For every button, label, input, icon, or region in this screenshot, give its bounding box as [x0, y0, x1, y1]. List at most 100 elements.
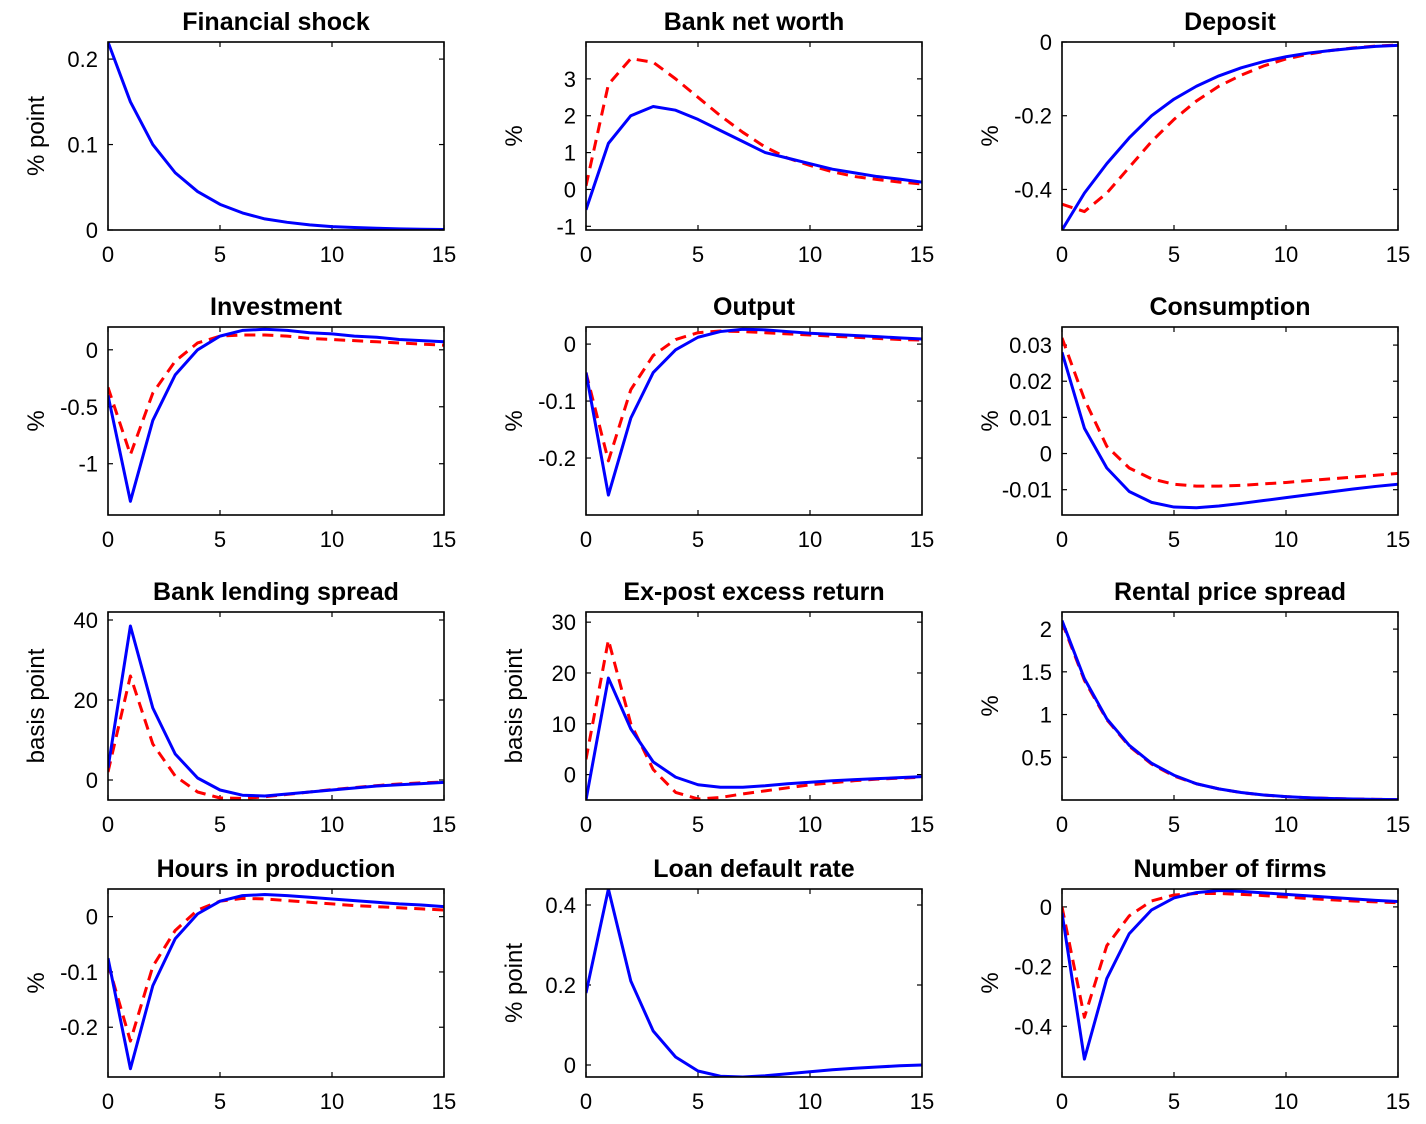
series-line-solid	[108, 624, 444, 798]
y-tick-label: 0	[564, 763, 576, 788]
y-tick-label: 20	[552, 661, 576, 686]
y-axis-label: %	[977, 125, 1004, 146]
series-line-solid	[1062, 351, 1398, 510]
x-tick-label: 0	[1056, 527, 1068, 552]
x-tick-label: 10	[798, 1089, 822, 1114]
y-tick-label: 40	[74, 608, 98, 633]
x-tick-label: 5	[214, 812, 226, 837]
x-tick-label: 5	[692, 242, 704, 267]
y-tick-label: 0.4	[545, 893, 576, 918]
y-axis-label: %	[977, 972, 1004, 993]
y-tick-label: -0.2	[1014, 955, 1052, 980]
subplot-4: Output% 0 5 10 15 -0.2 -0.1 0	[501, 293, 934, 552]
x-tick-label: 5	[214, 1089, 226, 1114]
y-tick-label: 3	[564, 67, 576, 92]
subplot-7: Ex-post excess return basis point 0 5 10 15 0 1…	[501, 578, 934, 837]
x-tick-label: 15	[910, 242, 934, 267]
y-axis-label: % point	[501, 943, 528, 1023]
x-tick-label: 0	[102, 1089, 114, 1114]
x-tick-label: 0	[580, 1089, 592, 1114]
y-tick-label: 0	[86, 768, 98, 793]
x-tick-label: 0	[580, 812, 592, 837]
x-tick-label: 15	[432, 812, 456, 837]
x-tick-label: 5	[214, 242, 226, 267]
y-tick-label: 0.01	[1009, 405, 1052, 430]
axes-box	[1061, 41, 1399, 231]
x-tick-label: 10	[320, 812, 344, 837]
x-tick-label: 0	[580, 242, 592, 267]
y-tick-label: -1	[78, 452, 98, 477]
x-tick-label: 10	[798, 242, 822, 267]
y-axis-label: %	[23, 410, 50, 431]
x-tick-label: 15	[1386, 812, 1410, 837]
x-tick-label: 15	[432, 527, 456, 552]
subplot-8: Rental price spread% 0 5 10 15 0.5 1 1.5 2	[977, 578, 1410, 837]
y-tick-label: -0.1	[538, 389, 576, 414]
subplot-6: Bank lending spread basis point 0 5 10 15 0 20 4…	[23, 578, 456, 837]
y-tick-label: 0	[564, 177, 576, 202]
series-line-dashed	[586, 329, 922, 463]
y-axis-label: %	[977, 695, 1004, 716]
x-tick-label: 0	[580, 527, 592, 552]
y-tick-label: 0.02	[1009, 369, 1052, 394]
subplot-title: Bank net worth	[664, 8, 845, 36]
y-tick-label: 0	[86, 905, 98, 930]
x-tick-label: 0	[102, 242, 114, 267]
subplot-10: Loan default rate % point 0 5 10 15 0 0.2 0.4	[501, 855, 934, 1114]
series-line-solid	[1062, 43, 1398, 230]
x-tick-label: 10	[320, 242, 344, 267]
x-tick-label: 5	[692, 812, 704, 837]
x-tick-label: 15	[910, 1089, 934, 1114]
x-tick-label: 0	[1056, 1089, 1068, 1114]
axes-box	[107, 888, 445, 1078]
x-tick-label: 10	[320, 527, 344, 552]
subplot-9: Hours in production% 0 5 10 15 -0.2 -0.1 0	[23, 855, 456, 1114]
y-axis-label: %	[977, 410, 1004, 431]
series-line-dashed	[1062, 891, 1398, 1019]
y-tick-label: -0.2	[538, 446, 576, 471]
y-tick-label: 1	[1040, 703, 1052, 728]
axes-box	[585, 888, 923, 1078]
series-line-solid	[108, 893, 444, 1071]
x-tick-label: 15	[1386, 527, 1410, 552]
series-line-solid	[586, 889, 922, 1077]
x-tick-label: 15	[432, 1089, 456, 1114]
x-tick-label: 0	[1056, 242, 1068, 267]
x-tick-label: 0	[102, 812, 114, 837]
x-tick-label: 15	[1386, 1089, 1410, 1114]
y-tick-label: 20	[74, 688, 98, 713]
y-tick-label: 2	[564, 104, 576, 129]
x-tick-label: 10	[798, 812, 822, 837]
series-line-dashed	[108, 333, 444, 457]
series-line-dashed	[586, 57, 922, 187]
series-line-dashed	[1062, 621, 1398, 800]
series-line-solid	[586, 105, 922, 211]
y-tick-label: 0	[86, 218, 98, 243]
x-tick-label: 15	[1386, 242, 1410, 267]
x-tick-label: 0	[102, 527, 114, 552]
y-tick-label: 0	[86, 338, 98, 363]
y-tick-label: 0.2	[67, 47, 98, 72]
series-line-dashed	[1062, 43, 1398, 214]
subplot-title: Consumption	[1149, 293, 1310, 321]
y-tick-label: 30	[552, 610, 576, 635]
subplot-title: Output	[713, 293, 796, 321]
subplot-title: Hours in production	[157, 855, 396, 883]
subplot-title: Investment	[210, 293, 343, 321]
axes-box	[107, 611, 445, 801]
y-tick-label: -1	[556, 214, 576, 239]
y-tick-label: 1	[564, 141, 576, 166]
y-axis-label: basis point	[501, 648, 528, 763]
subplot-title: Number of firms	[1133, 855, 1326, 883]
y-tick-label: 0	[564, 332, 576, 357]
y-tick-label: 0	[1040, 30, 1052, 55]
series-line-dashed	[108, 896, 444, 1043]
y-tick-label: 1.5	[1021, 660, 1052, 685]
axes-box	[107, 41, 445, 231]
axes-box	[1061, 326, 1399, 516]
x-tick-label: 5	[1168, 1089, 1180, 1114]
x-tick-label: 15	[910, 527, 934, 552]
y-tick-label: -0.4	[1014, 1014, 1052, 1039]
